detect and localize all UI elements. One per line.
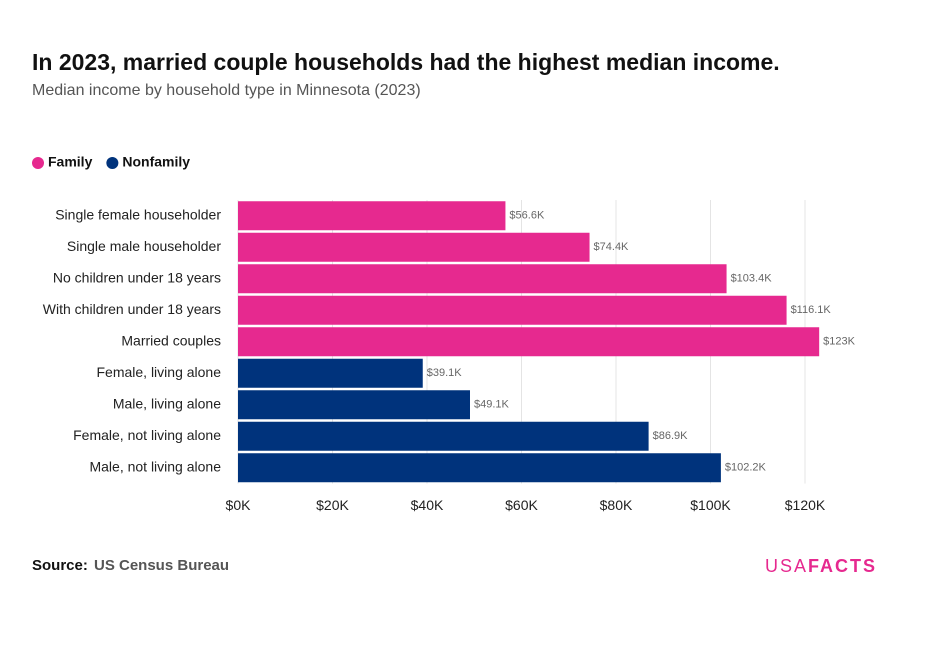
y-tick-label: With children under 18 years bbox=[43, 301, 221, 317]
y-tick-label: Married couples bbox=[121, 332, 221, 348]
logo-light: USA bbox=[765, 556, 808, 576]
y-tick-label: Female, not living alone bbox=[73, 427, 221, 443]
x-tick-label: $120K bbox=[785, 497, 826, 513]
chart-title: In 2023, married couple households had t… bbox=[32, 49, 780, 75]
x-tick-label: $20K bbox=[316, 497, 349, 513]
value-label: $86.9K bbox=[653, 430, 689, 442]
bar bbox=[238, 453, 721, 483]
value-label: $39.1K bbox=[427, 367, 463, 379]
legend-marker bbox=[32, 157, 44, 169]
logo: USAFACTS bbox=[765, 556, 877, 576]
x-tick-label: $0K bbox=[226, 497, 252, 513]
chart-subtitle: Median income by household type in Minne… bbox=[32, 82, 421, 99]
y-tick-label: Single male householder bbox=[67, 238, 221, 254]
legend-marker bbox=[106, 157, 119, 169]
bar bbox=[238, 201, 506, 231]
logo-bold: FACTS bbox=[808, 556, 877, 576]
y-tick-label: No children under 18 years bbox=[53, 269, 221, 285]
bar bbox=[238, 358, 423, 388]
x-tick-label: $100K bbox=[690, 497, 731, 513]
value-label: $56.6K bbox=[509, 210, 545, 222]
bar bbox=[238, 295, 787, 325]
legend-label: Nonfamily bbox=[122, 154, 190, 170]
y-tick-label: Single female householder bbox=[55, 206, 221, 222]
value-label: $49.1K bbox=[474, 399, 510, 411]
bar bbox=[238, 390, 470, 420]
bar bbox=[238, 327, 820, 357]
source: US Census Bureau bbox=[94, 557, 229, 574]
y-tick-label: Male, not living alone bbox=[89, 458, 221, 474]
bar bbox=[238, 232, 590, 262]
source-label: Source: bbox=[32, 557, 88, 574]
value-label: $103.4K bbox=[731, 273, 773, 285]
legend-label: Family bbox=[48, 154, 93, 170]
value-label: $74.4K bbox=[594, 241, 630, 253]
x-tick-label: $80K bbox=[600, 497, 633, 513]
value-label: $102.2K bbox=[725, 462, 767, 474]
x-tick-label: $60K bbox=[505, 497, 538, 513]
value-label: $123K bbox=[823, 336, 855, 348]
y-tick-label: Female, living alone bbox=[96, 364, 221, 380]
x-tick-label: $40K bbox=[411, 497, 444, 513]
value-label: $116.1K bbox=[791, 304, 832, 316]
bar bbox=[238, 264, 727, 294]
bar bbox=[238, 421, 649, 451]
y-tick-label: Male, living alone bbox=[113, 395, 221, 411]
